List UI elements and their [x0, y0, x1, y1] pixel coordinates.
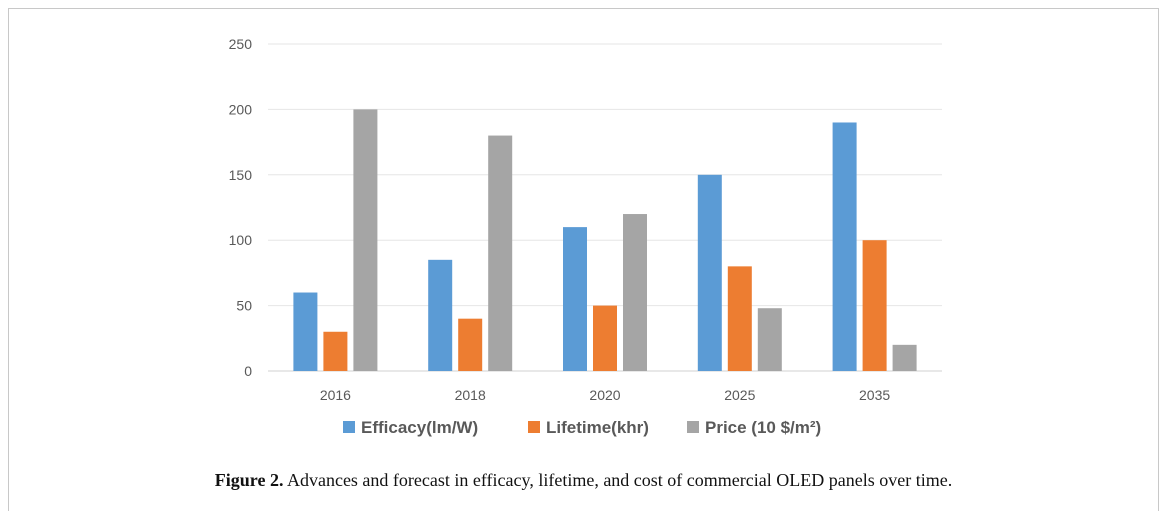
x-tick-label: 2025 [724, 387, 755, 403]
bar [488, 135, 513, 371]
y-tick-labels: 0 50 100 150 200 250 [229, 36, 253, 379]
legend-swatch [687, 421, 699, 433]
x-tick-label: 2018 [455, 387, 486, 403]
bar-chart: 0 50 100 150 200 250 2016 2018 2020 2025 2035 Eff… [229, 36, 942, 437]
bar [697, 174, 722, 371]
legend-label: Efficacy(lm/W) [361, 418, 478, 437]
legend-label: Lifetime(khr) [546, 418, 649, 437]
bar [593, 305, 617, 371]
figure-caption: Figure 2. Advances and forecast in effic… [0, 470, 1167, 491]
bar [293, 292, 318, 371]
bar [757, 308, 782, 371]
bars [293, 109, 917, 372]
bar [428, 259, 453, 371]
bar [458, 318, 483, 371]
y-tick-label: 50 [236, 298, 252, 314]
bar [832, 122, 857, 371]
x-tick-labels: 2016 2018 2020 2025 2035 [320, 387, 891, 403]
x-tick-label: 2016 [320, 387, 351, 403]
y-tick-label: 250 [229, 36, 253, 52]
y-tick-label: 0 [244, 363, 252, 379]
legend-label: Price (10 $/m²) [705, 418, 821, 437]
legend-swatch [343, 421, 355, 433]
caption-label: Figure 2. [214, 470, 284, 490]
y-tick-label: 200 [229, 101, 253, 117]
bar [623, 214, 647, 371]
x-tick-label: 2020 [589, 387, 620, 403]
y-tick-label: 100 [229, 232, 253, 248]
x-tick-label: 2035 [859, 387, 890, 403]
y-tick-label: 150 [229, 167, 253, 183]
bar [563, 227, 587, 371]
bar [323, 331, 348, 371]
bar [862, 240, 887, 371]
legend-swatch [528, 421, 540, 433]
bar [892, 344, 917, 371]
bar [353, 109, 378, 372]
caption-text: Advances and forecast in efficacy, lifet… [283, 470, 953, 490]
bar [727, 266, 752, 371]
legend: Efficacy(lm/W) Lifetime(khr) Price (10 $/m… [343, 418, 821, 437]
